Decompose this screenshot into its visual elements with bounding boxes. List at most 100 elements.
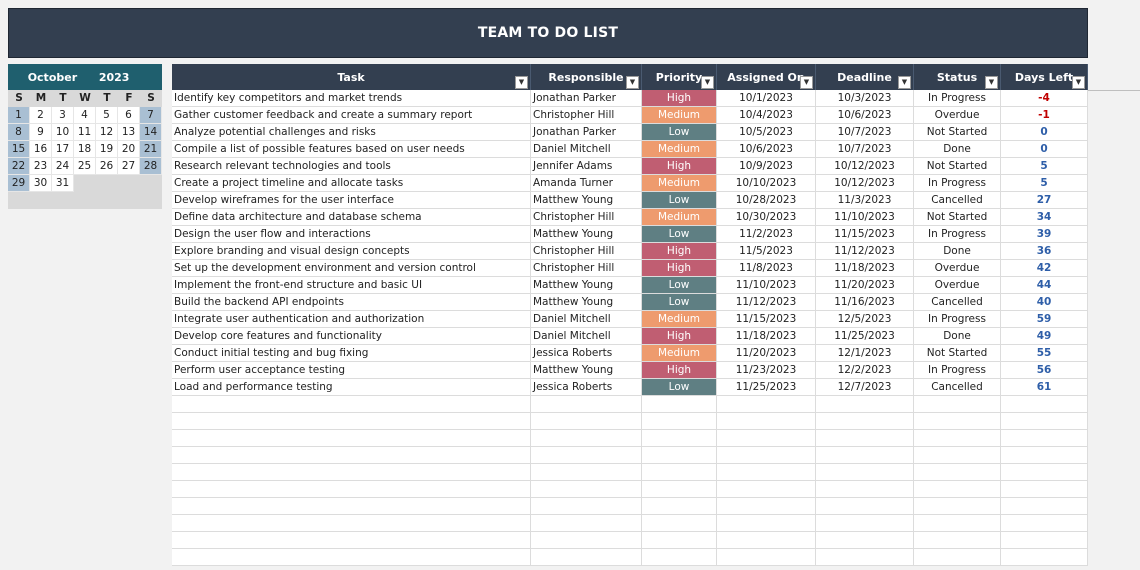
calendar-day[interactable]: 18 xyxy=(74,141,96,158)
status-cell[interactable]: Overdue xyxy=(914,260,1001,276)
filter-dropdown-icon[interactable]: ▼ xyxy=(1072,76,1085,89)
responsible-cell[interactable]: Christopher Hill xyxy=(531,243,642,259)
empty-cell[interactable] xyxy=(816,447,914,463)
empty-cell[interactable] xyxy=(717,447,816,463)
status-cell[interactable]: Not Started xyxy=(914,209,1001,225)
days-left-cell[interactable]: 39 xyxy=(1001,226,1088,242)
responsible-cell[interactable]: Jessica Roberts xyxy=(531,345,642,361)
empty-cell[interactable] xyxy=(717,549,816,565)
status-cell[interactable]: Not Started xyxy=(914,124,1001,140)
assigned-on-cell[interactable]: 10/10/2023 xyxy=(717,175,816,191)
empty-cell[interactable] xyxy=(1001,396,1088,412)
empty-table-row[interactable] xyxy=(172,413,1088,430)
calendar-day[interactable]: 9 xyxy=(30,124,52,141)
empty-cell[interactable] xyxy=(717,396,816,412)
empty-cell[interactable] xyxy=(1001,413,1088,429)
empty-table-row[interactable] xyxy=(172,549,1088,566)
empty-cell[interactable] xyxy=(914,464,1001,480)
calendar-day[interactable]: 8 xyxy=(8,124,30,141)
empty-cell[interactable] xyxy=(914,447,1001,463)
days-left-cell[interactable]: 56 xyxy=(1001,362,1088,378)
assigned-on-cell[interactable]: 10/9/2023 xyxy=(717,158,816,174)
calendar-day[interactable]: 7 xyxy=(140,107,162,124)
calendar-day[interactable]: 12 xyxy=(96,124,118,141)
filter-dropdown-icon[interactable]: ▼ xyxy=(626,76,639,89)
calendar-day[interactable]: 2 xyxy=(30,107,52,124)
empty-cell[interactable] xyxy=(531,396,642,412)
filter-dropdown-icon[interactable]: ▼ xyxy=(800,76,813,89)
empty-cell[interactable] xyxy=(1001,532,1088,548)
calendar-day[interactable]: 30 xyxy=(30,175,52,192)
empty-cell[interactable] xyxy=(531,515,642,531)
empty-cell[interactable] xyxy=(914,481,1001,497)
empty-cell[interactable] xyxy=(642,464,717,480)
status-cell[interactable]: Overdue xyxy=(914,107,1001,123)
empty-cell[interactable] xyxy=(717,430,816,446)
calendar-day[interactable]: 23 xyxy=(30,158,52,175)
calendar-day[interactable]: 26 xyxy=(96,158,118,175)
assigned-on-cell[interactable]: 11/5/2023 xyxy=(717,243,816,259)
empty-table-row[interactable] xyxy=(172,447,1088,464)
empty-table-row[interactable] xyxy=(172,515,1088,532)
table-row[interactable]: Develop wireframes for the user interfac… xyxy=(172,192,1088,209)
task-cell[interactable]: Analyze potential challenges and risks xyxy=(172,124,531,140)
deadline-cell[interactable]: 11/15/2023 xyxy=(816,226,914,242)
deadline-cell[interactable]: 11/20/2023 xyxy=(816,277,914,293)
deadline-cell[interactable]: 10/7/2023 xyxy=(816,124,914,140)
calendar-day[interactable]: 14 xyxy=(140,124,162,141)
priority-cell[interactable]: Low xyxy=(642,294,717,310)
status-cell[interactable]: Done xyxy=(914,243,1001,259)
status-cell[interactable]: In Progress xyxy=(914,311,1001,327)
empty-cell[interactable] xyxy=(816,464,914,480)
assigned-on-cell[interactable]: 10/6/2023 xyxy=(717,141,816,157)
table-row[interactable]: Build the backend API endpoints Matthew Y… xyxy=(172,294,1088,311)
empty-cell[interactable] xyxy=(642,430,717,446)
empty-cell[interactable] xyxy=(816,413,914,429)
days-left-cell[interactable]: 59 xyxy=(1001,311,1088,327)
days-left-cell[interactable]: 0 xyxy=(1001,124,1088,140)
empty-cell[interactable] xyxy=(172,498,531,514)
table-row[interactable]: Integrate user authentication and author… xyxy=(172,311,1088,328)
empty-cell[interactable] xyxy=(914,532,1001,548)
deadline-cell[interactable]: 10/12/2023 xyxy=(816,158,914,174)
empty-cell[interactable] xyxy=(816,549,914,565)
responsible-cell[interactable]: Christopher Hill xyxy=(531,260,642,276)
status-cell[interactable]: Not Started xyxy=(914,345,1001,361)
deadline-cell[interactable]: 10/7/2023 xyxy=(816,141,914,157)
priority-cell[interactable]: Medium xyxy=(642,107,717,123)
status-cell[interactable]: Cancelled xyxy=(914,294,1001,310)
task-cell[interactable]: Build the backend API endpoints xyxy=(172,294,531,310)
status-cell[interactable]: Cancelled xyxy=(914,192,1001,208)
priority-cell[interactable]: Low xyxy=(642,192,717,208)
deadline-cell[interactable]: 11/12/2023 xyxy=(816,243,914,259)
deadline-cell[interactable]: 11/25/2023 xyxy=(816,328,914,344)
empty-cell[interactable] xyxy=(642,532,717,548)
priority-cell[interactable]: Low xyxy=(642,379,717,395)
status-cell[interactable]: Not Started xyxy=(914,158,1001,174)
table-row[interactable]: Research relevant technologies and tools… xyxy=(172,158,1088,175)
task-cell[interactable]: Identify key competitors and market tren… xyxy=(172,90,531,106)
empty-cell[interactable] xyxy=(531,532,642,548)
days-left-cell[interactable]: 5 xyxy=(1001,175,1088,191)
table-row[interactable]: Define data architecture and database sc… xyxy=(172,209,1088,226)
priority-cell[interactable]: Medium xyxy=(642,141,717,157)
empty-cell[interactable] xyxy=(914,396,1001,412)
calendar-day[interactable]: 3 xyxy=(52,107,74,124)
priority-cell[interactable]: High xyxy=(642,260,717,276)
empty-cell[interactable] xyxy=(717,464,816,480)
status-cell[interactable]: In Progress xyxy=(914,175,1001,191)
priority-cell[interactable]: High xyxy=(642,362,717,378)
table-row[interactable]: Design the user flow and interactions Mat… xyxy=(172,226,1088,243)
task-cell[interactable]: Design the user flow and interactions xyxy=(172,226,531,242)
empty-cell[interactable] xyxy=(717,498,816,514)
empty-cell[interactable] xyxy=(816,515,914,531)
empty-cell[interactable] xyxy=(642,481,717,497)
assigned-on-cell[interactable]: 11/12/2023 xyxy=(717,294,816,310)
responsible-cell[interactable]: Matthew Young xyxy=(531,226,642,242)
task-cell[interactable]: Integrate user authentication and author… xyxy=(172,311,531,327)
empty-cell[interactable] xyxy=(914,515,1001,531)
calendar-day[interactable]: 5 xyxy=(96,107,118,124)
deadline-cell[interactable]: 11/3/2023 xyxy=(816,192,914,208)
calendar-day[interactable]: 16 xyxy=(30,141,52,158)
table-row[interactable]: Develop core features and functionality D… xyxy=(172,328,1088,345)
